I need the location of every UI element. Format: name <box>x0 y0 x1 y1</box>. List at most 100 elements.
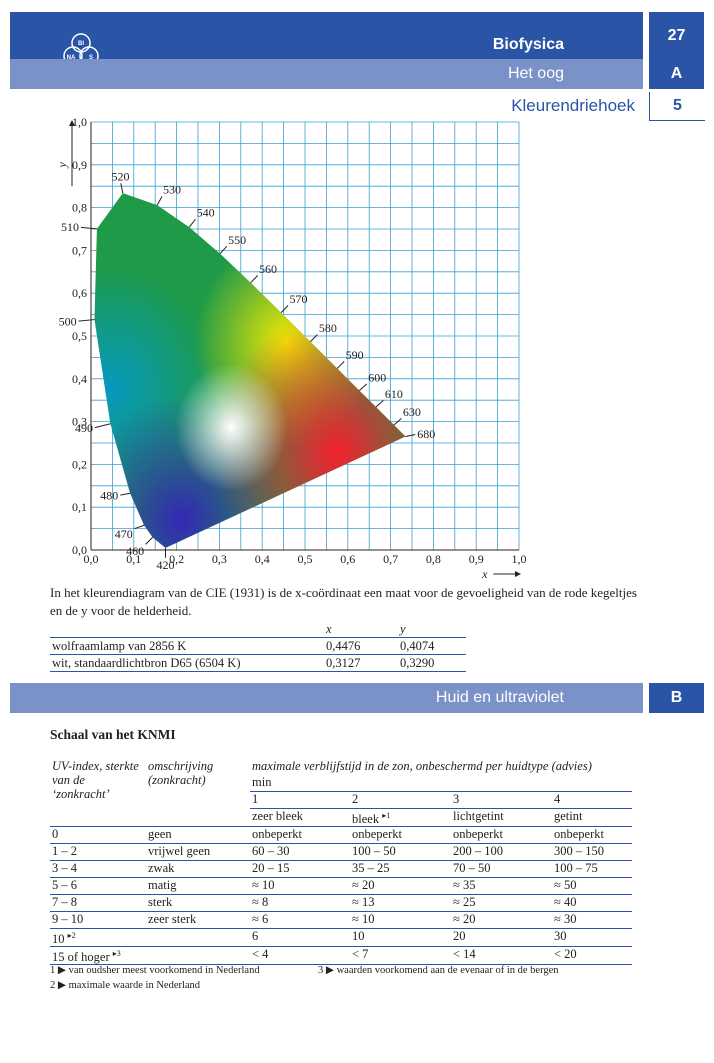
knmi-title: Schaal van het KNMI <box>50 727 176 742</box>
uv-time: 200 – 100 <box>451 843 552 862</box>
uv-time: 35 – 25 <box>350 860 451 879</box>
uv-time: onbeperkt <box>451 826 552 845</box>
skin-type: 4 <box>552 791 632 809</box>
wavelength-label: 680 <box>417 427 435 441</box>
wavelength-tick <box>145 536 153 545</box>
x-arrowhead-icon <box>515 571 521 577</box>
skin-type: 1 <box>250 791 350 809</box>
x-tick-label: 0,8 <box>426 552 441 566</box>
uv-time: ≈ 6 <box>250 911 350 930</box>
uv-description <box>146 928 250 948</box>
wavelength-tick <box>280 305 289 313</box>
uv-time: onbeperkt <box>350 826 451 845</box>
y-axis-label: y <box>55 161 69 168</box>
uv-time: onbeperkt <box>250 826 350 845</box>
uv-time: < 20 <box>552 946 632 966</box>
uv-time: ≈ 25 <box>451 894 552 913</box>
table-row: 15 of hoger ▸3 < 4 < 7 < 14 < 20 <box>50 946 632 966</box>
section-b-band: Huid en ultraviolet <box>10 683 643 713</box>
footnote-3: 3 ▶ waarden voorkomend aan de evenaar of… <box>318 965 559 976</box>
wavelength-tick <box>188 218 196 228</box>
wavelength-tick <box>375 399 384 408</box>
uv-time: ≈ 8 <box>250 894 350 913</box>
wavelength-tick <box>219 245 228 255</box>
uv-time: ≈ 20 <box>451 911 552 930</box>
wavelength-label: 470 <box>115 527 133 541</box>
wavelength-label: 490 <box>75 421 93 435</box>
uv-index: 15 of hoger ▸3 <box>50 946 146 966</box>
uv-index: 0 <box>50 826 146 845</box>
uv-time: 60 – 30 <box>250 843 350 862</box>
x-tick-label: 0,0 <box>84 552 99 566</box>
uv-index: 7 – 8 <box>50 894 146 913</box>
lamp-header-blank <box>50 621 324 638</box>
uv-time: 100 – 50 <box>350 843 451 862</box>
wavelength-label: 590 <box>346 348 364 362</box>
table-row: 1 – 2 vrijwel geen 60 – 30 100 – 50 200 – 10… <box>50 843 632 862</box>
uv-header-index: UV-index, sterkte van de ‘zonkracht’ <box>52 759 139 801</box>
footnote-mark: ▸3 <box>112 949 121 959</box>
table-row: 9 – 10 zeer sterk ≈ 6 ≈ 10 ≈ 20 ≈ 30 <box>50 911 632 930</box>
uv-time: ≈ 10 <box>250 877 350 896</box>
header-band: BI NA S Biofysica <box>10 12 643 66</box>
uv-time: 20 <box>451 928 552 948</box>
lamp-y: 0,4074 <box>398 637 466 655</box>
wavelength-tick <box>134 524 145 530</box>
lamp-x: 0,4476 <box>324 637 398 655</box>
wavelength-tick <box>250 275 258 284</box>
uv-time: ≈ 40 <box>552 894 632 913</box>
footnote-mark: ▸1 <box>382 811 391 820</box>
lamp-header-y: y <box>398 621 466 638</box>
wavelength-tick <box>156 196 163 206</box>
lamp-name: wit, standaardlichtbron D65 (6504 K) <box>50 654 324 672</box>
x-tick-label: 0,3 <box>212 552 227 566</box>
svg-text:NA: NA <box>67 55 76 61</box>
wavelength-label: 550 <box>228 233 246 247</box>
x-tick-label: 0,6 <box>340 552 355 566</box>
skin-type-name: getint <box>552 808 632 828</box>
wavelength-label: 600 <box>368 371 386 385</box>
uv-index: 9 – 10 <box>50 911 146 930</box>
y-tick-label: 0,1 <box>72 500 87 514</box>
wavelength-label: 510 <box>61 220 79 234</box>
y-tick-label: 0,4 <box>72 372 87 386</box>
uv-time: < 14 <box>451 946 552 966</box>
x-axis-label: x <box>481 567 488 580</box>
uv-table: UV-index, sterkte van de ‘zonkracht’ oms… <box>50 759 632 966</box>
uv-time: onbeperkt <box>552 826 632 845</box>
y-tick-label: 0,8 <box>72 201 87 215</box>
y-tick-label: 0,2 <box>72 457 87 471</box>
wavelength-tick <box>309 334 318 343</box>
wavelength-tick <box>336 361 345 369</box>
y-arrowhead-icon <box>69 120 75 126</box>
section-b-letter-tab: B <box>649 683 704 713</box>
y-tick-label: 1,0 <box>72 115 87 129</box>
y-tick-label: 0,9 <box>72 158 87 172</box>
uv-time: ≈ 35 <box>451 877 552 896</box>
uv-unit: min <box>250 775 632 792</box>
uv-description: zeer sterk <box>146 911 250 930</box>
x-tick-label: 0,2 <box>169 552 184 566</box>
x-tick-label: 1,0 <box>512 552 527 566</box>
wavelength-label: 480 <box>100 489 118 503</box>
uv-description: geen <box>146 826 250 845</box>
wavelength-tick <box>359 383 368 391</box>
wavelength-label: 530 <box>163 183 181 197</box>
uv-time: ≈ 30 <box>552 911 632 930</box>
uv-index: 3 – 4 <box>50 860 146 879</box>
y-tick-label: 0,7 <box>72 243 87 257</box>
x-tick-label: 0,4 <box>255 552 270 566</box>
lamp-header-x: x <box>324 621 398 638</box>
section-b-title: Huid en ultraviolet <box>435 689 564 706</box>
footnote-mark: ▸2 <box>67 931 76 941</box>
wavelength-label: 630 <box>403 405 421 419</box>
wavelength-label: 420 <box>157 558 175 572</box>
uv-description: sterk <box>146 894 250 913</box>
subsection-number-tab: 5 <box>649 92 705 121</box>
table-row: 7 – 8 sterk ≈ 8 ≈ 13 ≈ 25 ≈ 40 <box>50 894 632 913</box>
chart-caption: In het kleurendiagram van de CIE (1931) … <box>50 585 637 618</box>
x-tick-label: 0,9 <box>469 552 484 566</box>
svg-text:BI: BI <box>78 41 84 47</box>
uv-time: ≈ 20 <box>350 877 451 896</box>
wavelength-tick <box>120 492 131 496</box>
